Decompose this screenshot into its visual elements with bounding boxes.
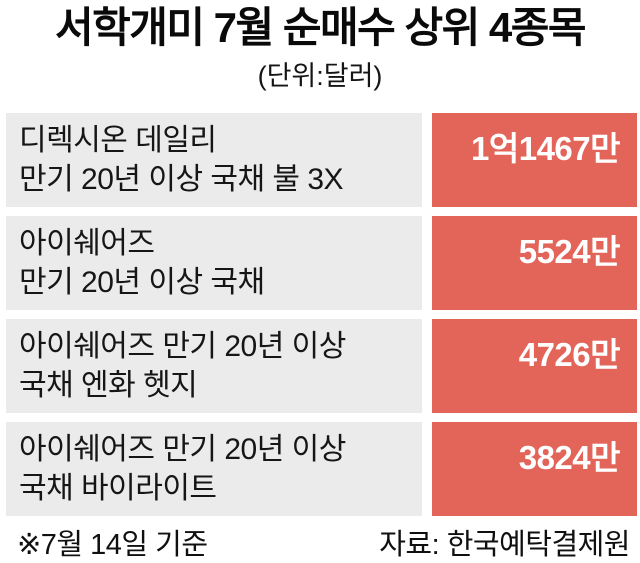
date-note: ※7월 14일 기준	[17, 529, 208, 561]
net-buy-value: 3824만	[432, 422, 637, 516]
stock-name-cell: 아이쉐어즈 만기 20년 이상 국채 바이라이트	[6, 422, 422, 516]
stock-name-line: 디렉시온 데일리	[19, 124, 217, 157]
footer: ※7월 14일 기준 자료: 한국예탁결제원	[17, 528, 630, 562]
stock-name-line: 만기 20년 이상 국채	[19, 266, 265, 299]
net-buy-value: 4726만	[432, 319, 637, 413]
stock-name-line: 아이쉐어즈 만기 20년 이상	[19, 433, 346, 466]
table-row: 디렉시온 데일리 만기 20년 이상 국채 불 3X 1억1467만	[6, 113, 637, 207]
stock-name-cell: 디렉시온 데일리 만기 20년 이상 국채 불 3X	[6, 113, 422, 207]
unit-note: (단위:달러)	[257, 61, 383, 91]
table-row: 아이쉐어즈 만기 20년 이상 국채 5524만	[6, 216, 637, 310]
table-row: 아이쉐어즈 만기 20년 이상 국채 바이라이트 3824만	[6, 422, 637, 516]
page-title: 서학개미 7월 순매수 상위 4종목	[54, 4, 587, 51]
stock-name-line: 국채 엔화 헷지	[19, 369, 198, 402]
net-buy-value: 5524만	[432, 216, 637, 310]
net-buy-value: 1억1467만	[432, 113, 637, 207]
stock-name-cell: 아이쉐어즈 만기 20년 이상 국채 엔화 헷지	[6, 319, 422, 413]
stock-name-line: 국채 바이라이트	[19, 472, 217, 505]
table-row: 아이쉐어즈 만기 20년 이상 국채 엔화 헷지 4726만	[6, 319, 637, 413]
stock-name-line: 만기 20년 이상 국채 불 3X	[19, 163, 344, 196]
source-credit: 자료: 한국예탁결제원	[379, 529, 630, 561]
stock-name-line: 아이쉐어즈	[19, 227, 155, 260]
stock-name-line: 아이쉐어즈 만기 20년 이상	[19, 330, 346, 363]
stock-name-cell: 아이쉐어즈 만기 20년 이상 국채	[6, 216, 422, 310]
net-buy-table: 디렉시온 데일리 만기 20년 이상 국채 불 3X 1억1467만 아이쉐어즈…	[6, 113, 637, 516]
